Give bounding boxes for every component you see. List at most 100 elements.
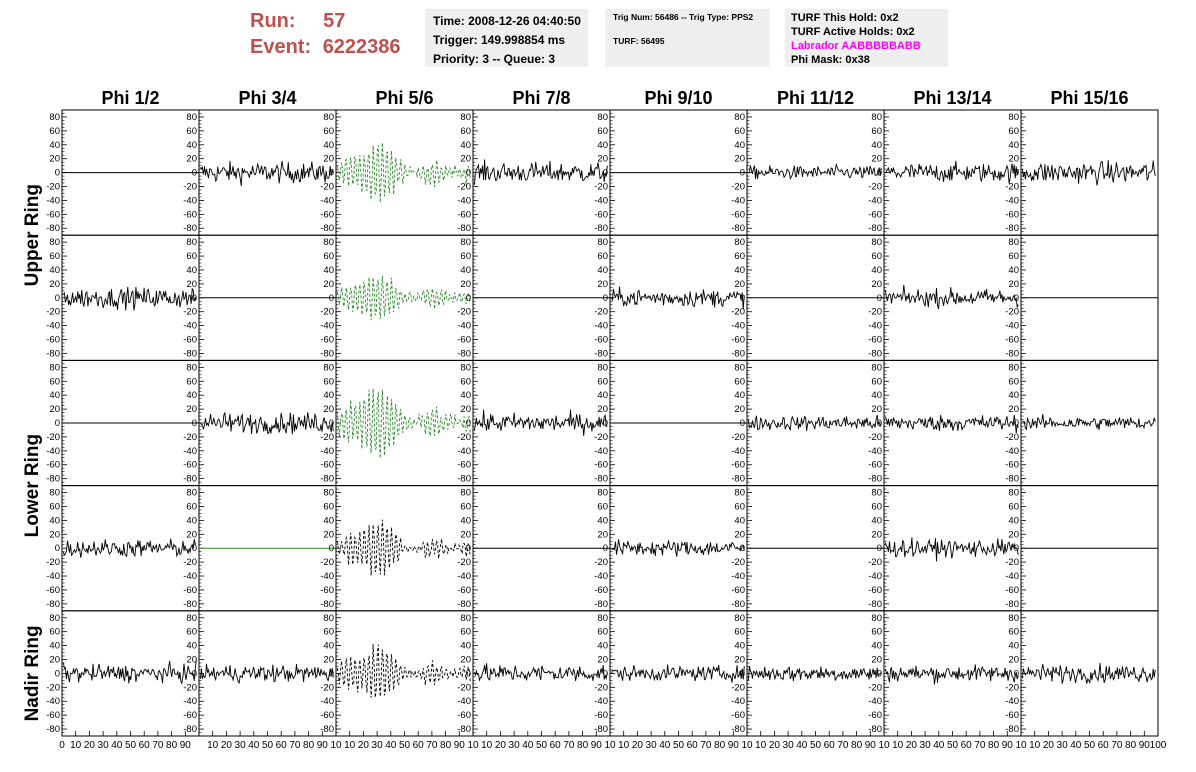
y-tick-label: -20 [594, 682, 608, 693]
x-tick-label: 80 [440, 740, 452, 751]
run-event-box: Run: 57 Event: 6222386 [250, 8, 420, 68]
y-tick-label: -60 [320, 335, 334, 346]
y-tick-label: 40 [871, 641, 882, 652]
y-tick-label: -40 [46, 195, 60, 206]
column-header: Phi 13/14 [913, 88, 991, 108]
y-tick-label: -20 [457, 432, 471, 443]
waveform-trace [336, 388, 471, 459]
y-tick-label: -60 [731, 585, 745, 596]
y-tick-label: -80 [731, 724, 745, 735]
x-tick-label: 30 [783, 740, 795, 751]
y-tick-label: 60 [49, 126, 60, 137]
y-tick-label: 20 [186, 154, 197, 165]
x-tick-label: 90 [1002, 740, 1014, 751]
y-tick-label: -20 [1005, 557, 1019, 568]
y-tick-label: 20 [871, 529, 882, 540]
y-tick-label: -80 [320, 724, 334, 735]
y-tick-label: -60 [594, 710, 608, 721]
x-tick-label: 80 [577, 740, 589, 751]
y-tick-label: -40 [731, 321, 745, 332]
y-tick-label: 20 [323, 529, 334, 540]
y-tick-label: 60 [460, 501, 471, 512]
y-tick-label: 80 [1008, 112, 1019, 123]
y-tick-label: -40 [183, 696, 197, 707]
x-tick-label: 50 [399, 740, 411, 751]
y-tick-label: 0 [55, 293, 60, 304]
y-tick-label: -80 [183, 223, 197, 234]
y-tick-label: 80 [871, 112, 882, 123]
y-tick-label: 60 [597, 501, 608, 512]
y-tick-label: 20 [460, 154, 471, 165]
y-tick-label: 20 [186, 404, 197, 415]
y-tick-label: 60 [871, 376, 882, 387]
waveform-trace [473, 159, 608, 186]
waveform-trace [1021, 662, 1156, 684]
y-tick-label: 80 [460, 112, 471, 123]
y-tick-label: -20 [320, 182, 334, 193]
time-info-box: Time: 2008-12-26 04:40:50 Trigger: 149.9… [425, 9, 588, 67]
y-tick-label: 80 [597, 237, 608, 248]
y-tick-label: 40 [597, 641, 608, 652]
y-tick-label: 0 [877, 668, 882, 679]
y-tick-label: -20 [320, 557, 334, 568]
y-tick-label: -40 [457, 571, 471, 582]
y-tick-label: -20 [457, 182, 471, 193]
x-tick-label: 90 [180, 740, 192, 751]
y-tick-label: 0 [1014, 543, 1019, 554]
y-tick-label: 20 [186, 279, 197, 290]
y-tick-label: -80 [731, 223, 745, 234]
y-tick-label: -20 [183, 557, 197, 568]
column-header: Phi 5/6 [375, 88, 433, 108]
y-tick-label: -40 [46, 321, 60, 332]
y-tick-label: -20 [594, 432, 608, 443]
y-tick-label: 40 [734, 140, 745, 151]
y-tick-label: 40 [460, 390, 471, 401]
waveform-trace [336, 519, 471, 576]
event-label: Event: [250, 36, 312, 58]
y-tick-label: 60 [734, 126, 745, 137]
y-tick-label: -80 [320, 474, 334, 485]
y-tick-label: -40 [868, 696, 882, 707]
y-tick-label: 80 [323, 112, 334, 123]
x-tick-label: 50 [673, 740, 685, 751]
x-tick-label: 20 [358, 740, 370, 751]
y-tick-label: -60 [868, 335, 882, 346]
x-tick-label: 30 [235, 740, 247, 751]
y-tick-label: -20 [320, 307, 334, 318]
y-tick-label: -40 [320, 195, 334, 206]
priority-text: Priority: 3 -- Queue: 3 [433, 52, 556, 66]
turf-hold-text: TURF This Hold: 0x2 [791, 12, 899, 24]
x-tick-label: 30 [646, 740, 658, 751]
y-tick-label: -60 [320, 585, 334, 596]
y-tick-label: 20 [1008, 154, 1019, 165]
y-tick-label: -80 [594, 474, 608, 485]
y-tick-label: 60 [49, 251, 60, 262]
y-tick-label: -80 [46, 223, 60, 234]
y-tick-label: 60 [49, 376, 60, 387]
y-tick-label: 20 [597, 654, 608, 665]
y-tick-label: -80 [731, 599, 745, 610]
y-tick-label: 60 [597, 376, 608, 387]
y-tick-label: 0 [329, 293, 334, 304]
y-tick-label: -20 [1005, 307, 1019, 318]
y-tick-label: 80 [871, 237, 882, 248]
y-tick-label: -80 [457, 348, 471, 359]
y-tick-label: -40 [457, 696, 471, 707]
waveform-trace [62, 538, 197, 558]
y-tick-label: -60 [183, 585, 197, 596]
waveform-trace [884, 414, 1019, 434]
y-tick-label: -40 [731, 571, 745, 582]
column-header: Phi 3/4 [238, 88, 296, 108]
y-tick-label: 0 [329, 418, 334, 429]
y-tick-label: 20 [186, 529, 197, 540]
waveform-trace [748, 162, 882, 181]
waveform-trace [336, 644, 471, 698]
y-tick-label: 0 [877, 543, 882, 554]
y-tick-label: 20 [871, 279, 882, 290]
y-tick-label: 40 [49, 390, 60, 401]
y-tick-label: -80 [457, 474, 471, 485]
y-tick-label: 0 [1014, 668, 1019, 679]
y-tick-label: 80 [460, 237, 471, 248]
y-tick-label: -80 [46, 724, 60, 735]
y-tick-label: -80 [320, 223, 334, 234]
